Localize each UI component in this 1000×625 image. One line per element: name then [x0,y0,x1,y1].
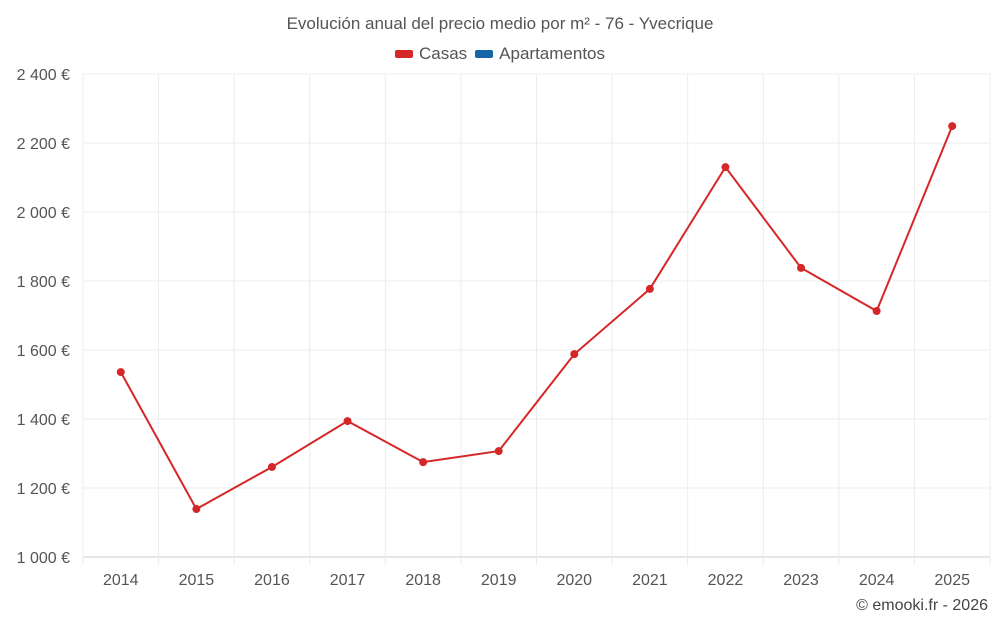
legend-item-casas[interactable]: Casas [394,44,468,64]
legend-item-apartamentos[interactable]: Apartamentos [475,44,605,64]
legend-label-casas: Casas [418,44,468,63]
y-tick-label: 1 000 € [17,550,70,567]
data-point [797,263,806,272]
chart-title: Evolución anual del precio medio por m² … [286,14,714,33]
data-point [872,307,881,316]
x-tick-label: 2022 [708,572,744,589]
data-point [494,447,503,456]
x-tick-label: 2021 [632,572,668,589]
x-tick-label: 2024 [859,572,895,589]
series-line-casas [119,125,954,511]
x-tick-label: 2018 [405,572,441,589]
y-tick-label: 2 200 € [17,136,70,153]
x-tick-label: 2020 [556,572,592,589]
x-tick-label: 2025 [934,572,970,589]
data-point [645,284,654,293]
credit-text: © emooki.fr - 2026 [856,597,988,614]
y-tick-label: 1 400 € [17,412,70,429]
data-point [948,122,957,131]
data-point [116,368,125,377]
data-point [192,505,201,514]
x-tick-label: 2017 [330,572,366,589]
x-tick-label: 2023 [783,572,819,589]
data-point [343,417,352,426]
y-tick-label: 1 200 € [17,481,70,498]
legend-swatch-casas [394,50,413,58]
y-tick-label: 2 000 € [17,205,70,222]
x-tick-label: 2014 [103,572,139,589]
x-tick-label: 2019 [481,572,517,589]
y-tick-label: 1 600 € [17,343,70,360]
data-point [570,350,579,359]
data-point [721,163,730,172]
legend-swatch-apartamentos [475,50,494,58]
y-tick-label: 1 800 € [17,274,70,291]
data-point [267,462,276,471]
y-tick-label: 2 400 € [17,67,70,84]
x-tick-label: 2016 [254,572,290,589]
legend: Casas Apartamentos [0,44,1000,64]
x-tick-label: 2015 [179,572,215,589]
legend-label-apartamentos: Apartamentos [499,44,606,63]
data-point [419,458,428,467]
